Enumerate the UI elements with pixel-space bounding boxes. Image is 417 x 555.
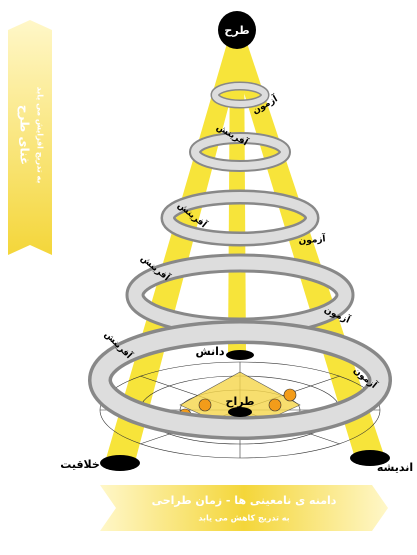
top-node <box>218 11 256 49</box>
bottom-banner: دامنه ی نامعینی ها - زمان طراحی به تدریج… <box>100 485 388 531</box>
thought-label: اندیشه <box>377 461 413 474</box>
banner-subtitle: به تدریج افزایش می یابد <box>35 87 45 184</box>
vertical-banner: غنای طرح به تدریج افزایش می یابد <box>8 20 52 255</box>
top-node-label: طرح <box>224 24 249 37</box>
banner-subtitle: به تدریج کاهش می یابد <box>198 514 289 524</box>
knowledge-label: دانش <box>195 345 224 358</box>
spiral-label: آزمون <box>298 232 327 246</box>
banner-title: غنای طرح <box>18 105 32 165</box>
node-disk <box>350 450 390 466</box>
designer-label: طراح <box>226 395 255 408</box>
node-disk <box>226 350 254 360</box>
node-disk <box>100 455 140 471</box>
banner-title: دامنه ی نامعینی ها - زمان طراحی <box>152 494 337 507</box>
node-disk <box>228 407 252 417</box>
spiral <box>88 81 392 440</box>
creativity-label: خلاقیت <box>60 458 100 471</box>
